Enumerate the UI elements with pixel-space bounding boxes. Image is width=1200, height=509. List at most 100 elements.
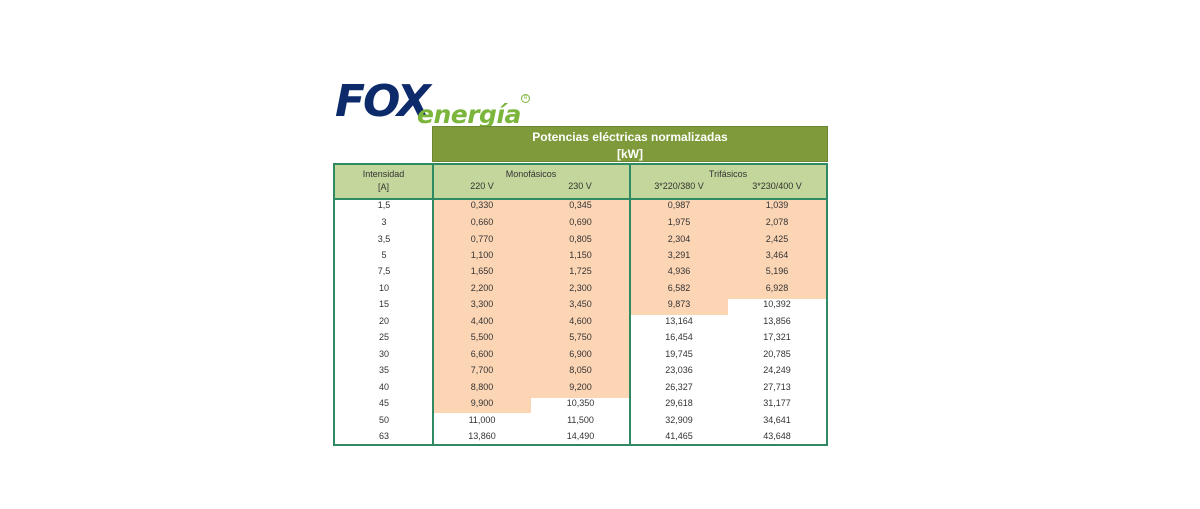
header-tri-label: Trifásicos xyxy=(708,169,748,179)
cell-tri-220: 41,465 xyxy=(665,431,693,441)
cell-tri-220: 19,745 xyxy=(665,349,693,359)
logo-brand: FOX xyxy=(335,76,431,127)
cell-mono-230: 9,200 xyxy=(569,382,592,392)
cell-mono-220: 13,860 xyxy=(468,431,496,441)
cell-tri-230: 17,321 xyxy=(763,332,791,342)
cell-intensity: 20 xyxy=(378,316,389,326)
cell-mono-220: 6,600 xyxy=(470,349,494,359)
header-3x230v: 3*230/400 V xyxy=(752,181,802,191)
cell-mono-220: 2,200 xyxy=(470,283,494,293)
cell-mono-220: 0,770 xyxy=(470,234,494,244)
cell-mono-220: 7,700 xyxy=(470,365,494,375)
header-230v: 230 V xyxy=(568,181,592,191)
cell-tri-220: 13,164 xyxy=(665,316,693,326)
cell-mono-220: 0,660 xyxy=(470,217,494,227)
header-intensity-label: Intensidad xyxy=(362,169,405,179)
cell-mono-220: 1,650 xyxy=(470,266,494,276)
cell-tri-230: 1,039 xyxy=(765,200,789,210)
cell-mono-230: 4,600 xyxy=(569,316,592,326)
cell-mono-220: 5,500 xyxy=(470,332,494,342)
cell-mono-230: 3,450 xyxy=(569,299,592,309)
mono-highlight xyxy=(433,200,630,398)
cell-mono-230: 1,150 xyxy=(569,250,592,260)
cell-mono-230: 11,500 xyxy=(567,415,594,425)
table-title: Potencias eléctricas normalizadas [kW] xyxy=(432,126,828,162)
cell-mono-230: 8,050 xyxy=(569,365,592,375)
cell-tri-230: 10,392 xyxy=(763,299,791,309)
mono-220-highlight xyxy=(433,398,531,413)
header-divider xyxy=(335,198,826,200)
header-tri: Trifásicos 3*220/380 V 3*230/400 V xyxy=(630,165,826,198)
cell-mono-230: 0,345 xyxy=(569,200,592,210)
cell-tri-220: 6,582 xyxy=(667,283,691,293)
cell-tri-220: 1,975 xyxy=(667,217,691,227)
cell-tri-220: 2,304 xyxy=(667,234,691,244)
cell-mono-220: 8,800 xyxy=(470,382,494,392)
col-separator-intensity xyxy=(432,165,434,444)
cell-mono-220: 9,900 xyxy=(470,398,494,408)
cell-intensity: 5 xyxy=(381,250,387,260)
cell-intensity: 63 xyxy=(378,431,389,441)
table-title-unit: [kW] xyxy=(617,147,643,161)
cell-tri-230: 27,713 xyxy=(763,382,791,392)
cell-mono-230: 0,690 xyxy=(569,217,592,227)
cell-tri-230: 2,078 xyxy=(765,217,789,227)
power-table: Intensidad [A] Monofásicos 220 V 230 V T… xyxy=(333,163,828,446)
header-intensity: Intensidad [A] xyxy=(335,165,433,198)
cell-tri-220: 32,909 xyxy=(665,415,693,425)
cell-tri-220: 3,291 xyxy=(667,250,691,260)
cell-tri-220: 29,618 xyxy=(665,398,693,408)
cell-tri-230: 2,425 xyxy=(765,234,789,244)
tri-220-highlight xyxy=(630,299,728,315)
cell-mono-220: 1,100 xyxy=(470,250,494,260)
cell-mono-220: 3,300 xyxy=(470,299,494,309)
cell-mono-230: 6,900 xyxy=(569,349,592,359)
cell-tri-230: 43,648 xyxy=(763,431,791,441)
table-title-main: Potencias eléctricas normalizadas xyxy=(532,130,728,144)
logo-product: energía xyxy=(417,100,521,129)
cell-mono-230: 2,300 xyxy=(569,283,592,293)
header-220v: 220 V xyxy=(470,181,494,191)
cell-intensity: 40 xyxy=(378,382,389,392)
header-mono: Monofásicos 220 V 230 V xyxy=(433,165,630,198)
cell-tri-230: 20,785 xyxy=(763,349,791,359)
cell-intensity: 25 xyxy=(378,332,389,342)
header-3x220v: 3*220/380 V xyxy=(654,181,704,191)
fox-energia-logo: FOX energía R xyxy=(335,80,535,130)
cell-tri-230: 24,249 xyxy=(763,365,791,375)
cell-intensity: 50 xyxy=(378,415,389,425)
header-mono-label: Monofásicos xyxy=(505,169,557,179)
cell-mono-220: 11,000 xyxy=(468,415,496,425)
cell-intensity: 15 xyxy=(378,299,389,309)
cell-tri-230: 3,464 xyxy=(765,250,789,260)
cell-tri-230: 31,177 xyxy=(763,398,791,408)
cell-tri-220: 9,873 xyxy=(667,299,691,309)
cell-intensity: 35 xyxy=(378,365,389,375)
cell-tri-220: 0,987 xyxy=(667,200,691,210)
cell-intensity: 10 xyxy=(378,283,389,293)
cell-intensity: 1,5 xyxy=(377,200,391,210)
cell-mono-230: 5,750 xyxy=(569,332,592,342)
registered-mark-icon: R xyxy=(521,94,530,103)
cell-tri-230: 34,641 xyxy=(763,415,791,425)
cell-intensity: 3,5 xyxy=(377,234,391,244)
cell-mono-220: 4,400 xyxy=(470,316,494,326)
cell-intensity: 3 xyxy=(381,217,387,227)
col-separator-mono xyxy=(629,165,631,444)
cell-tri-220: 26,327 xyxy=(665,382,693,392)
cell-tri-230: 6,928 xyxy=(765,283,789,293)
cell-intensity: 30 xyxy=(378,349,389,359)
cell-tri-220: 23,036 xyxy=(665,365,693,375)
cell-tri-220: 4,936 xyxy=(667,266,691,276)
cell-mono-220: 0,330 xyxy=(470,200,494,210)
cell-mono-230: 1,725 xyxy=(569,266,592,276)
cell-mono-230: 10,350 xyxy=(566,398,595,408)
cell-tri-220: 16,454 xyxy=(665,332,693,342)
tri-highlight xyxy=(630,200,826,299)
cell-tri-230: 13,856 xyxy=(763,316,791,326)
cell-mono-230: 14,490 xyxy=(566,431,595,441)
cell-intensity: 7,5 xyxy=(377,266,391,276)
cell-tri-230: 5,196 xyxy=(765,266,789,276)
header-intensity-unit: [A] xyxy=(377,182,389,192)
cell-intensity: 45 xyxy=(378,398,389,408)
